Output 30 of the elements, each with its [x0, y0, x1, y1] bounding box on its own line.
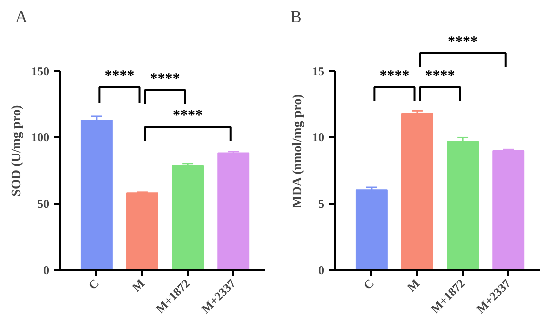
annotation: ****	[104, 68, 135, 84]
y-axis-title: SOD (U/mg pro)	[8, 105, 24, 197]
y-tick-label: 100	[32, 130, 50, 145]
chart-title: A	[16, 8, 28, 26]
y-tick-label: 15	[312, 64, 324, 78]
y-tick-label: 10	[312, 130, 324, 145]
bar	[356, 190, 388, 270]
y-tick-label: 5	[318, 197, 324, 212]
annotation: ****	[150, 71, 180, 88]
bar	[447, 141, 480, 270]
y-axis-title: MDA (nmol/mg pro)	[290, 94, 304, 208]
annotation: ****	[425, 68, 456, 84]
bar	[80, 120, 113, 270]
x-tick-label: M	[130, 276, 148, 294]
bar	[172, 165, 204, 270]
bar	[218, 152, 250, 270]
x-tick-label: C	[360, 276, 377, 293]
annotation: ****	[173, 108, 204, 124]
text: ****	[448, 34, 478, 50]
y-tick-label: 150	[32, 64, 50, 78]
bar	[402, 113, 434, 270]
chart-title: B	[290, 8, 302, 26]
y-tick-label: 0	[44, 264, 50, 278]
bar	[492, 150, 525, 270]
x-tick-label: C	[86, 276, 102, 293]
annotation: ****	[380, 68, 410, 84]
x-tick-label: M	[404, 276, 422, 294]
y-tick-label: 0	[318, 264, 324, 278]
bar	[126, 192, 158, 270]
y-tick-label: 50	[38, 197, 50, 212]
